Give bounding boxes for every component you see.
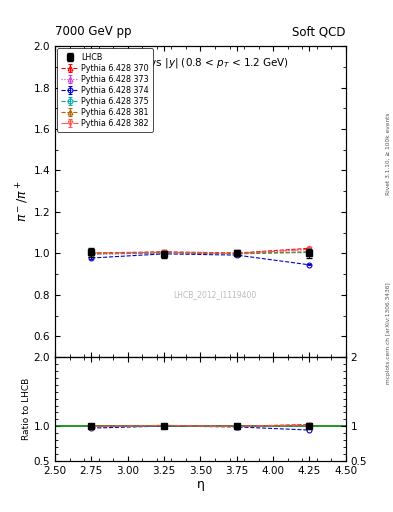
Legend: LHCB, Pythia 6.428 370, Pythia 6.428 373, Pythia 6.428 374, Pythia 6.428 375, Py: LHCB, Pythia 6.428 370, Pythia 6.428 373…	[57, 49, 152, 132]
Y-axis label: $\pi^-/\pi^+$: $\pi^-/\pi^+$	[15, 181, 31, 222]
Y-axis label: Ratio to LHCB: Ratio to LHCB	[22, 378, 31, 440]
Text: 7000 GeV pp: 7000 GeV pp	[55, 26, 132, 38]
Text: Soft QCD: Soft QCD	[292, 26, 346, 38]
X-axis label: η: η	[196, 478, 204, 492]
Text: mcplots.cern.ch [arXiv:1306.3436]: mcplots.cern.ch [arXiv:1306.3436]	[386, 282, 391, 383]
Text: LHCB_2012_I1119400: LHCB_2012_I1119400	[173, 290, 257, 300]
Text: Rivet 3.1.10, ≥ 100k events: Rivet 3.1.10, ≥ 100k events	[386, 112, 391, 195]
Text: $\pi^-/\pi^+$ vs $|y|$ (0.8 < $p_T$ < 1.2 GeV): $\pi^-/\pi^+$ vs $|y|$ (0.8 < $p_T$ < 1.…	[112, 55, 289, 71]
